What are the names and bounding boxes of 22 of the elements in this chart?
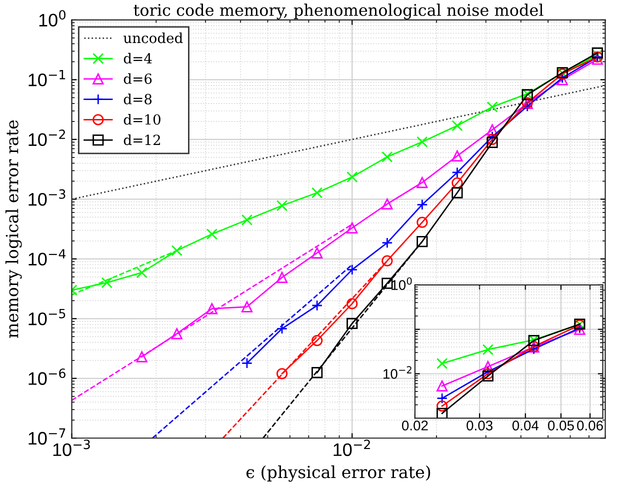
y-tick-label: 10$^{−1}$ <box>28 70 66 86</box>
y-tick-label: 10$^{0}$ <box>39 10 66 27</box>
y-tick-label: 10$^{−3}$ <box>28 189 66 206</box>
legend-label: uncoded <box>124 32 183 44</box>
x-tick-label: 0.06 <box>577 420 603 430</box>
legend-label: d=12 <box>124 134 160 146</box>
x-tick-label: 0.04 <box>512 420 539 430</box>
y-axis-title: memory logical error rate <box>5 120 22 338</box>
legend-label: d=8 <box>124 94 152 104</box>
y-tick-label: 10$^{−6}$ <box>28 368 66 385</box>
x-axis-title: ϵ (physical error rate) <box>246 465 430 482</box>
y-tick-label: 10$^{−5}$ <box>28 308 66 326</box>
x-tick-label: 0.03 <box>466 420 492 430</box>
legend-label: d=10 <box>124 114 160 125</box>
y-tick-label: 10$^{−4}$ <box>28 249 66 266</box>
y-tick-label: 10$^{−7}$ <box>28 428 66 445</box>
legend-label: d=4 <box>124 52 152 64</box>
chart-title: toric code memory, phenomenological noise model <box>134 4 544 20</box>
legend-label: d=6 <box>124 73 152 84</box>
x-tick-label: 0.02 <box>402 420 428 430</box>
y-tick-label: 10$^{−2}$ <box>28 130 65 146</box>
x-tick-label: 0.05 <box>548 420 574 430</box>
